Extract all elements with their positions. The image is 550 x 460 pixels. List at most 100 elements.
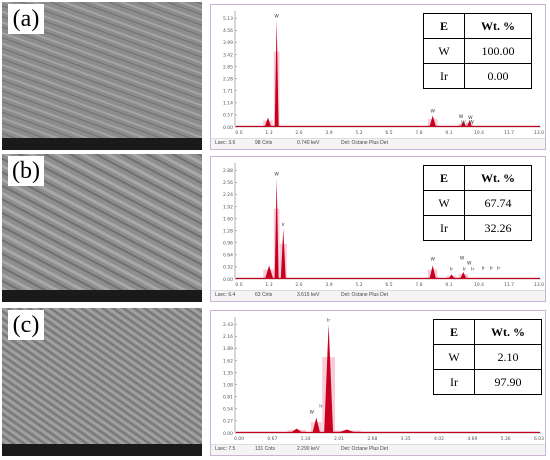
y-tick-label: 1.35: [223, 370, 233, 376]
element-cell: W: [423, 190, 465, 216]
spectrum-peak: [466, 120, 472, 127]
peak-label: W: [430, 109, 435, 115]
y-tick-label: 0.27: [223, 419, 233, 425]
element-header: E: [433, 319, 475, 345]
counts-readout: 98 Cnts: [255, 140, 273, 146]
y-tick-label: 1.60: [223, 216, 233, 222]
y-tick-label: 0.00: [223, 431, 233, 437]
y-tick-label: 0.00: [223, 277, 233, 283]
peak-label: W: [469, 120, 474, 126]
eds-spectrum-c: 0.00 0.27 0.54 0.81 1.08 1.35 1.62 1.89 2.16 2.43…: [210, 310, 546, 456]
y-tick-label: 2.43: [223, 322, 233, 328]
spectrum-footer-b: Lsec: 6.4 63 Cnts 3.615 keV Det: Octane …: [211, 290, 545, 301]
element-cell: W: [423, 38, 465, 64]
x-tick-label: 9.1: [445, 282, 452, 288]
y-tick-label: 2.28: [223, 76, 233, 82]
peak-label: Ir: [497, 265, 500, 271]
sem-image-b: (b): [2, 154, 202, 302]
weight-cell: 97.90: [474, 369, 542, 395]
x-tick-label: 7.8: [415, 130, 422, 136]
x-tick-label: 1.34: [301, 436, 311, 442]
peak-label: W: [460, 255, 465, 261]
sem-image-a: (a): [2, 2, 202, 150]
x-tick-label: 6.5: [385, 282, 392, 288]
x-tick-label: 1.3: [265, 282, 272, 288]
spectrum-peak: [429, 265, 437, 279]
spectrum-peak: [324, 324, 334, 433]
lsec-readout: Lsec: 7.5: [215, 446, 236, 452]
detector-readout: Det: Octane Plus Det: [341, 292, 388, 298]
y-tick-label: 0.54: [223, 407, 233, 413]
y-tick-label: 4.56: [223, 28, 233, 34]
weight-cell: 2.10: [474, 344, 542, 370]
spectrum-peak: [460, 121, 467, 127]
y-tick-label: 5.13: [223, 16, 233, 22]
counts-readout: 131 Cnts: [255, 446, 276, 452]
peak-label: Ir: [450, 266, 453, 272]
x-tick-label: 10.4: [474, 282, 484, 288]
x-tick-label: 0.67: [267, 436, 277, 442]
spectrum-plot-c: 0.00 0.27 0.54 0.81 1.08 1.35 1.62 1.89 2.16 2.43…: [223, 317, 544, 442]
y-tick-label: 1.62: [223, 358, 233, 364]
x-tick-label: 2.68: [367, 436, 377, 442]
weight-header: Wt. %: [474, 319, 542, 345]
x-tick-label: 9.1: [445, 130, 452, 136]
y-tick-label: 0.57: [223, 113, 233, 119]
y-tick-label: 3.42: [223, 52, 233, 58]
y-tick-label: 0.81: [223, 395, 233, 401]
sem-info-bar-a: [2, 138, 202, 150]
spectrum-peak: [274, 178, 279, 279]
composition-row: W 67.74: [423, 190, 532, 216]
y-tick-label: 0.32: [223, 265, 233, 271]
x-tick-label: 5.2: [355, 130, 362, 136]
peak-label: Ir: [490, 265, 493, 271]
peak-label: Ir: [327, 317, 330, 323]
peak-label: W: [274, 13, 279, 19]
peak-label: Ir: [319, 404, 322, 410]
kev-readout: 0.740 keV: [297, 140, 320, 146]
weight-header: Wt. %: [464, 165, 532, 191]
spectrum-footer-a: Lsec: 3.6 98 Cnts 0.740 keV Det: Octane …: [211, 138, 545, 149]
peak-label: W: [274, 172, 279, 178]
panel-label-c: (c): [8, 310, 44, 340]
y-tick-label: 1.71: [223, 89, 233, 95]
element-cell: Ir: [423, 63, 465, 89]
panel-c-row: (c) 0.00 0.27 0.54 0.81 1.08 1.35 1.62 1.89 2.16…: [0, 306, 550, 458]
composition-row: W 2.10: [433, 344, 542, 370]
x-tick-label: 3.9: [325, 130, 332, 136]
x-tick-label: 10.4: [474, 130, 484, 136]
y-tick-label: 0.00: [223, 125, 233, 131]
kev-readout: 3.615 keV: [297, 292, 320, 298]
peak-label: Ir: [482, 265, 485, 271]
x-tick-label: 4.02: [434, 436, 444, 442]
weight-cell: 0.00: [464, 63, 532, 89]
y-tick-label: 2.16: [223, 334, 233, 340]
x-tick-label: 4.69: [467, 436, 477, 442]
y-tick-label: 2.88: [223, 168, 233, 174]
x-tick-label: 3.35: [401, 436, 411, 442]
peak-label: W: [459, 114, 464, 120]
element-cell: W: [433, 344, 475, 370]
lsec-readout: Lsec: 3.6: [215, 140, 236, 146]
composition-row: W 100.00: [423, 38, 532, 64]
y-tick-label: 2.56: [223, 180, 233, 186]
panel-label-b: (b): [8, 156, 44, 186]
weight-header: Wt. %: [464, 13, 532, 39]
y-tick-label: 0.64: [223, 253, 233, 259]
x-tick-label: 2.6: [295, 282, 302, 288]
x-tick-label: 6.5: [385, 130, 392, 136]
x-tick-label: 11.7: [504, 282, 514, 288]
x-tick-label: 6.03: [534, 436, 544, 442]
lsec-readout: Lsec: 6.4: [215, 292, 236, 298]
spectrum-peak: [280, 228, 286, 279]
detector-readout: Det: Octane Plus Det: [341, 140, 388, 146]
peak-label: Ir: [463, 266, 466, 272]
x-tick-label: 1.3: [265, 130, 272, 136]
element-header: E: [423, 13, 465, 39]
y-tick-label: 1.92: [223, 204, 233, 210]
spectrum-baseline: [236, 125, 540, 127]
x-tick-label: 0.0: [235, 130, 242, 136]
peak-label: Ir: [471, 266, 474, 272]
spectrum-peak: [264, 117, 272, 127]
spectrum-peak: [460, 272, 467, 279]
